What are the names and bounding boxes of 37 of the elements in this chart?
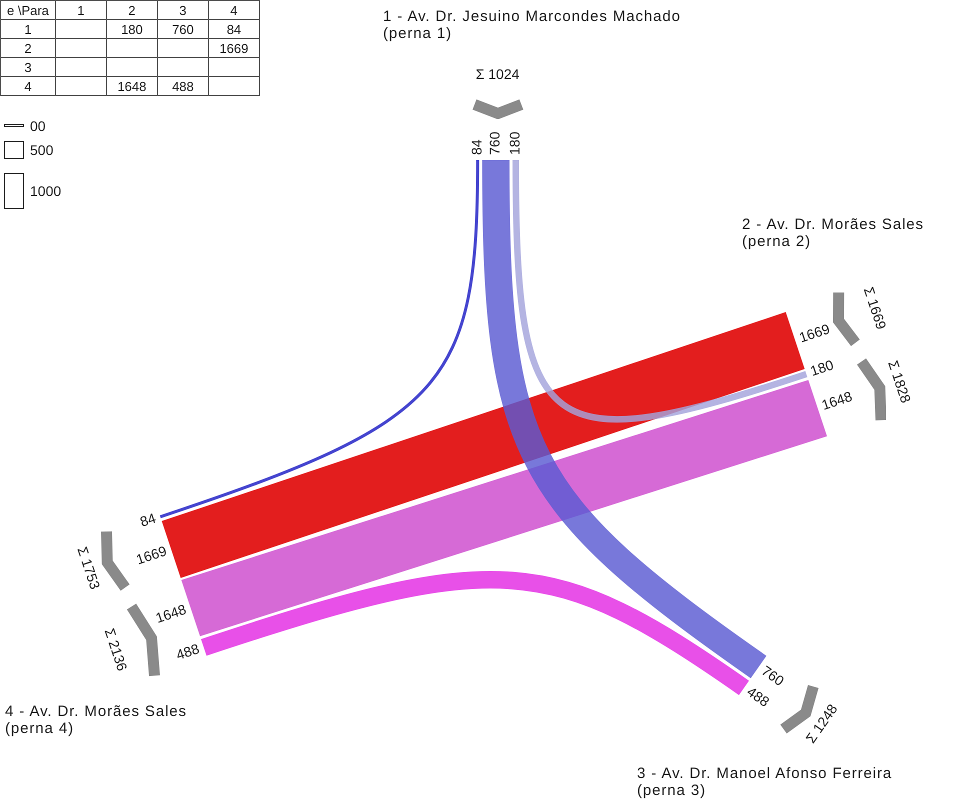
- text: Σ 1024: [476, 66, 520, 82]
- data-label: 84: [468, 139, 485, 155]
- text: 00: [30, 118, 46, 134]
- x-tick-label: 2: [106, 0, 158, 20]
- data-label: 1648: [106, 76, 158, 96]
- text: 500: [30, 142, 54, 158]
- data-label: 1669: [208, 38, 260, 58]
- text: Σ 2136: [102, 626, 131, 673]
- x-tick-label: 3: [157, 0, 208, 20]
- data-label: 180: [506, 131, 523, 155]
- data-label: 1648: [820, 388, 854, 414]
- data-label: 1669: [134, 542, 169, 568]
- category-label: 3 - Av. Dr. Manoel Afonso Ferreira (perna 3): [637, 765, 892, 799]
- data-label: 760: [486, 131, 503, 155]
- text: e \Para: [0, 0, 56, 20]
- category-label: 1 - Av. Dr. Jesuino Marcondes Machado (perna 1): [383, 8, 681, 42]
- text: Σ 1669: [860, 284, 890, 332]
- category-label: 4 - Av. Dr. Morães Sales (perna 4): [5, 703, 187, 737]
- data-label: 84: [208, 20, 260, 38]
- data-label: 180: [106, 20, 158, 38]
- data-label: 488: [157, 76, 208, 96]
- x-tick-label: 4: [208, 0, 260, 20]
- x-tick-label: 1: [55, 0, 106, 20]
- y-tick-label: 3: [0, 58, 56, 76]
- data-label: 760: [157, 20, 208, 38]
- data-label: 180: [808, 356, 836, 379]
- data-label: 1648: [153, 600, 188, 626]
- data-label: 488: [174, 640, 202, 663]
- text: Σ 1828: [885, 358, 914, 405]
- y-tick-label: 1: [0, 20, 56, 38]
- text: Σ 1753: [74, 544, 104, 592]
- y-tick-label: 4: [0, 76, 56, 96]
- category-label: 2 - Av. Dr. Morães Sales (perna 2): [742, 216, 924, 250]
- data-label: 84: [138, 510, 158, 530]
- y-tick-label: 2: [0, 38, 56, 58]
- text: 1000: [30, 183, 62, 199]
- data-label: 1669: [797, 320, 832, 346]
